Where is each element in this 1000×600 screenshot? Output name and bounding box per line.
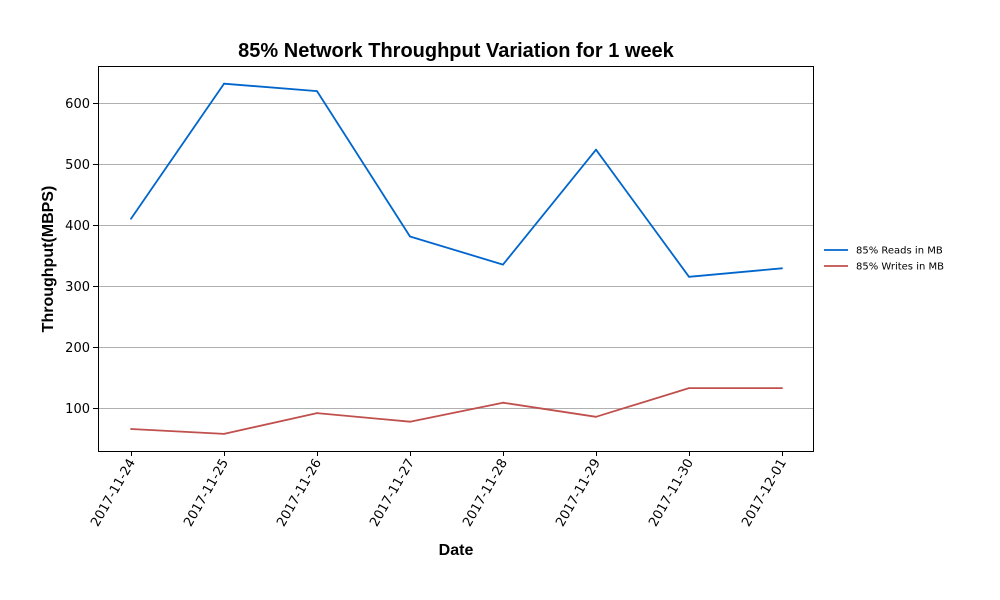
data-point: [130, 217, 132, 220]
data-point: [688, 275, 690, 278]
x-tick-label: 2017-11-25: [181, 457, 232, 530]
data-point: [781, 267, 783, 270]
data-point: [409, 235, 411, 238]
plot-frame: [98, 66, 814, 452]
series-line-writes: [130, 387, 782, 435]
x-tick-label: 2017-11-29: [553, 457, 604, 530]
data-point: [409, 420, 411, 423]
data-point: [595, 148, 597, 151]
data-point: [316, 412, 318, 414]
legend: 85% Reads in MB 85% Writes in MB: [824, 246, 944, 273]
y-tick-label: 100: [65, 402, 90, 417]
y-axis-label: Throughput(MBPS): [40, 186, 57, 333]
series-line-reads: [130, 82, 783, 278]
data-point: [688, 387, 690, 389]
tick-layer: 100 200 300 400 500 600 2017-11-24 2017-11-25 20…: [65, 97, 790, 529]
y-tick-label: 500: [65, 158, 90, 173]
legend-label: 85% Reads in MB: [856, 246, 943, 257]
y-tick-label: 300: [65, 280, 90, 295]
data-point: [223, 433, 225, 435]
y-tick-label: 200: [65, 341, 90, 356]
data-point: [502, 263, 504, 266]
x-axis-label: Date: [439, 542, 474, 559]
x-tick-label: 2017-11-28: [460, 457, 511, 530]
legend-label: 85% Writes in MB: [856, 262, 944, 273]
x-tick-label: 2017-11-27: [367, 457, 418, 530]
x-tick-label: 2017-11-26: [274, 457, 325, 530]
x-tick-label: 2017-12-01: [739, 457, 790, 530]
y-tick-label: 600: [65, 97, 90, 112]
data-point: [595, 415, 597, 418]
data-point: [502, 401, 504, 404]
data-point: [223, 82, 225, 85]
chart-title: 85% Network Throughput Variation for 1 w…: [238, 40, 675, 62]
grid-layer: [98, 103, 813, 409]
data-point: [781, 387, 783, 389]
y-tick-label: 400: [65, 219, 90, 234]
series-layer: [130, 82, 783, 435]
data-point: [316, 90, 318, 92]
x-tick-label: 2017-11-30: [646, 457, 697, 530]
data-point: [130, 428, 132, 430]
x-tick-label: 2017-11-24: [88, 457, 139, 530]
